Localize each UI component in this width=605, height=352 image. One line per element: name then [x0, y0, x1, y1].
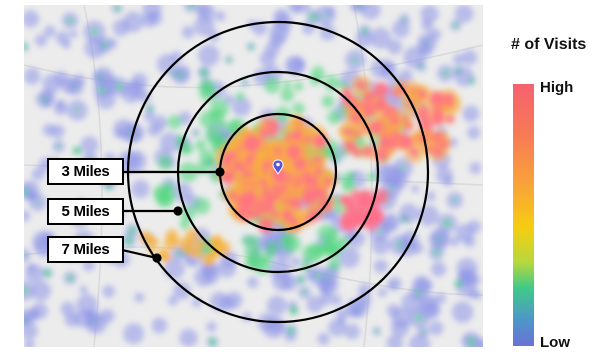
leader-5-dot — [173, 206, 183, 216]
heatmap-map[interactable] — [14, 0, 489, 352]
leader-7-dot — [152, 253, 162, 263]
ring-leader-lines — [121, 167, 225, 263]
leader-3-dot — [215, 167, 225, 177]
legend-high-label: High — [540, 79, 574, 96]
ring-label-7-miles: 7 Miles — [47, 236, 124, 263]
ring-label-3-miles: 3 Miles — [47, 158, 124, 185]
legend-low-label: Low — [540, 334, 570, 351]
heat-layer — [14, 0, 489, 352]
heatmap-canvas — [14, 0, 489, 352]
location-pin-icon[interactable] — [272, 159, 284, 175]
legend-title: # of Visits — [511, 36, 587, 53]
ring-label-5-miles: 5 Miles — [47, 198, 124, 225]
leader-7-miles — [121, 248, 158, 260]
legend-color-bar — [513, 84, 534, 346]
